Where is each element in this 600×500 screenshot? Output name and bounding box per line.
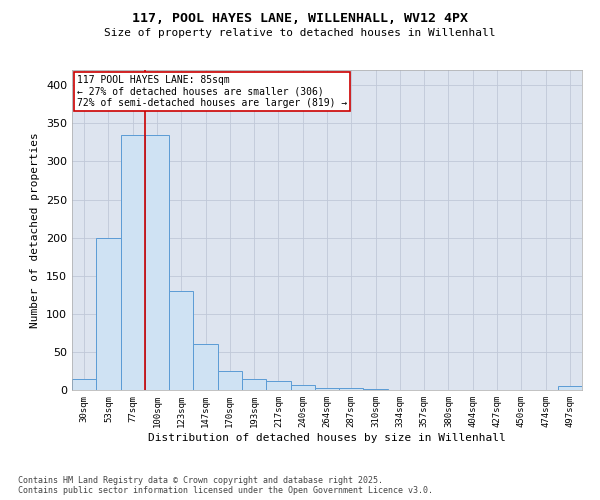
Bar xyxy=(169,291,193,390)
Bar xyxy=(193,344,218,390)
Bar xyxy=(266,381,290,390)
Bar xyxy=(364,389,388,390)
X-axis label: Distribution of detached houses by size in Willenhall: Distribution of detached houses by size … xyxy=(148,432,506,442)
Text: 117 POOL HAYES LANE: 85sqm
← 27% of detached houses are smaller (306)
72% of sem: 117 POOL HAYES LANE: 85sqm ← 27% of deta… xyxy=(77,75,347,108)
Bar xyxy=(218,371,242,390)
Bar xyxy=(96,238,121,390)
Text: Contains HM Land Registry data © Crown copyright and database right 2025.
Contai: Contains HM Land Registry data © Crown c… xyxy=(18,476,433,495)
Bar xyxy=(339,388,364,390)
Bar xyxy=(315,388,339,390)
Text: Size of property relative to detached houses in Willenhall: Size of property relative to detached ho… xyxy=(104,28,496,38)
Bar xyxy=(145,135,169,390)
Bar xyxy=(558,386,582,390)
Bar xyxy=(290,384,315,390)
Y-axis label: Number of detached properties: Number of detached properties xyxy=(31,132,40,328)
Text: 117, POOL HAYES LANE, WILLENHALL, WV12 4PX: 117, POOL HAYES LANE, WILLENHALL, WV12 4… xyxy=(132,12,468,26)
Bar xyxy=(242,378,266,390)
Bar xyxy=(72,378,96,390)
Bar xyxy=(121,135,145,390)
